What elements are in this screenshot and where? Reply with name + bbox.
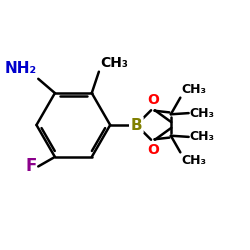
Text: CH₃: CH₃: [181, 154, 206, 166]
Text: CH₃: CH₃: [190, 106, 214, 120]
Text: CH₃: CH₃: [100, 56, 128, 70]
Text: NH₂: NH₂: [5, 62, 37, 76]
Text: F: F: [26, 158, 37, 176]
Text: CH₃: CH₃: [190, 130, 214, 143]
Text: O: O: [147, 93, 159, 107]
Text: O: O: [147, 143, 159, 157]
Text: B: B: [130, 118, 142, 132]
Text: CH₃: CH₃: [181, 84, 206, 96]
